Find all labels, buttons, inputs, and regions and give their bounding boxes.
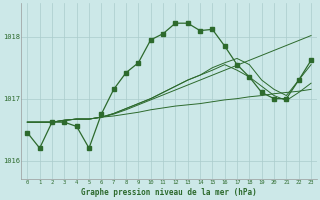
X-axis label: Graphe pression niveau de la mer (hPa): Graphe pression niveau de la mer (hPa): [81, 188, 257, 197]
